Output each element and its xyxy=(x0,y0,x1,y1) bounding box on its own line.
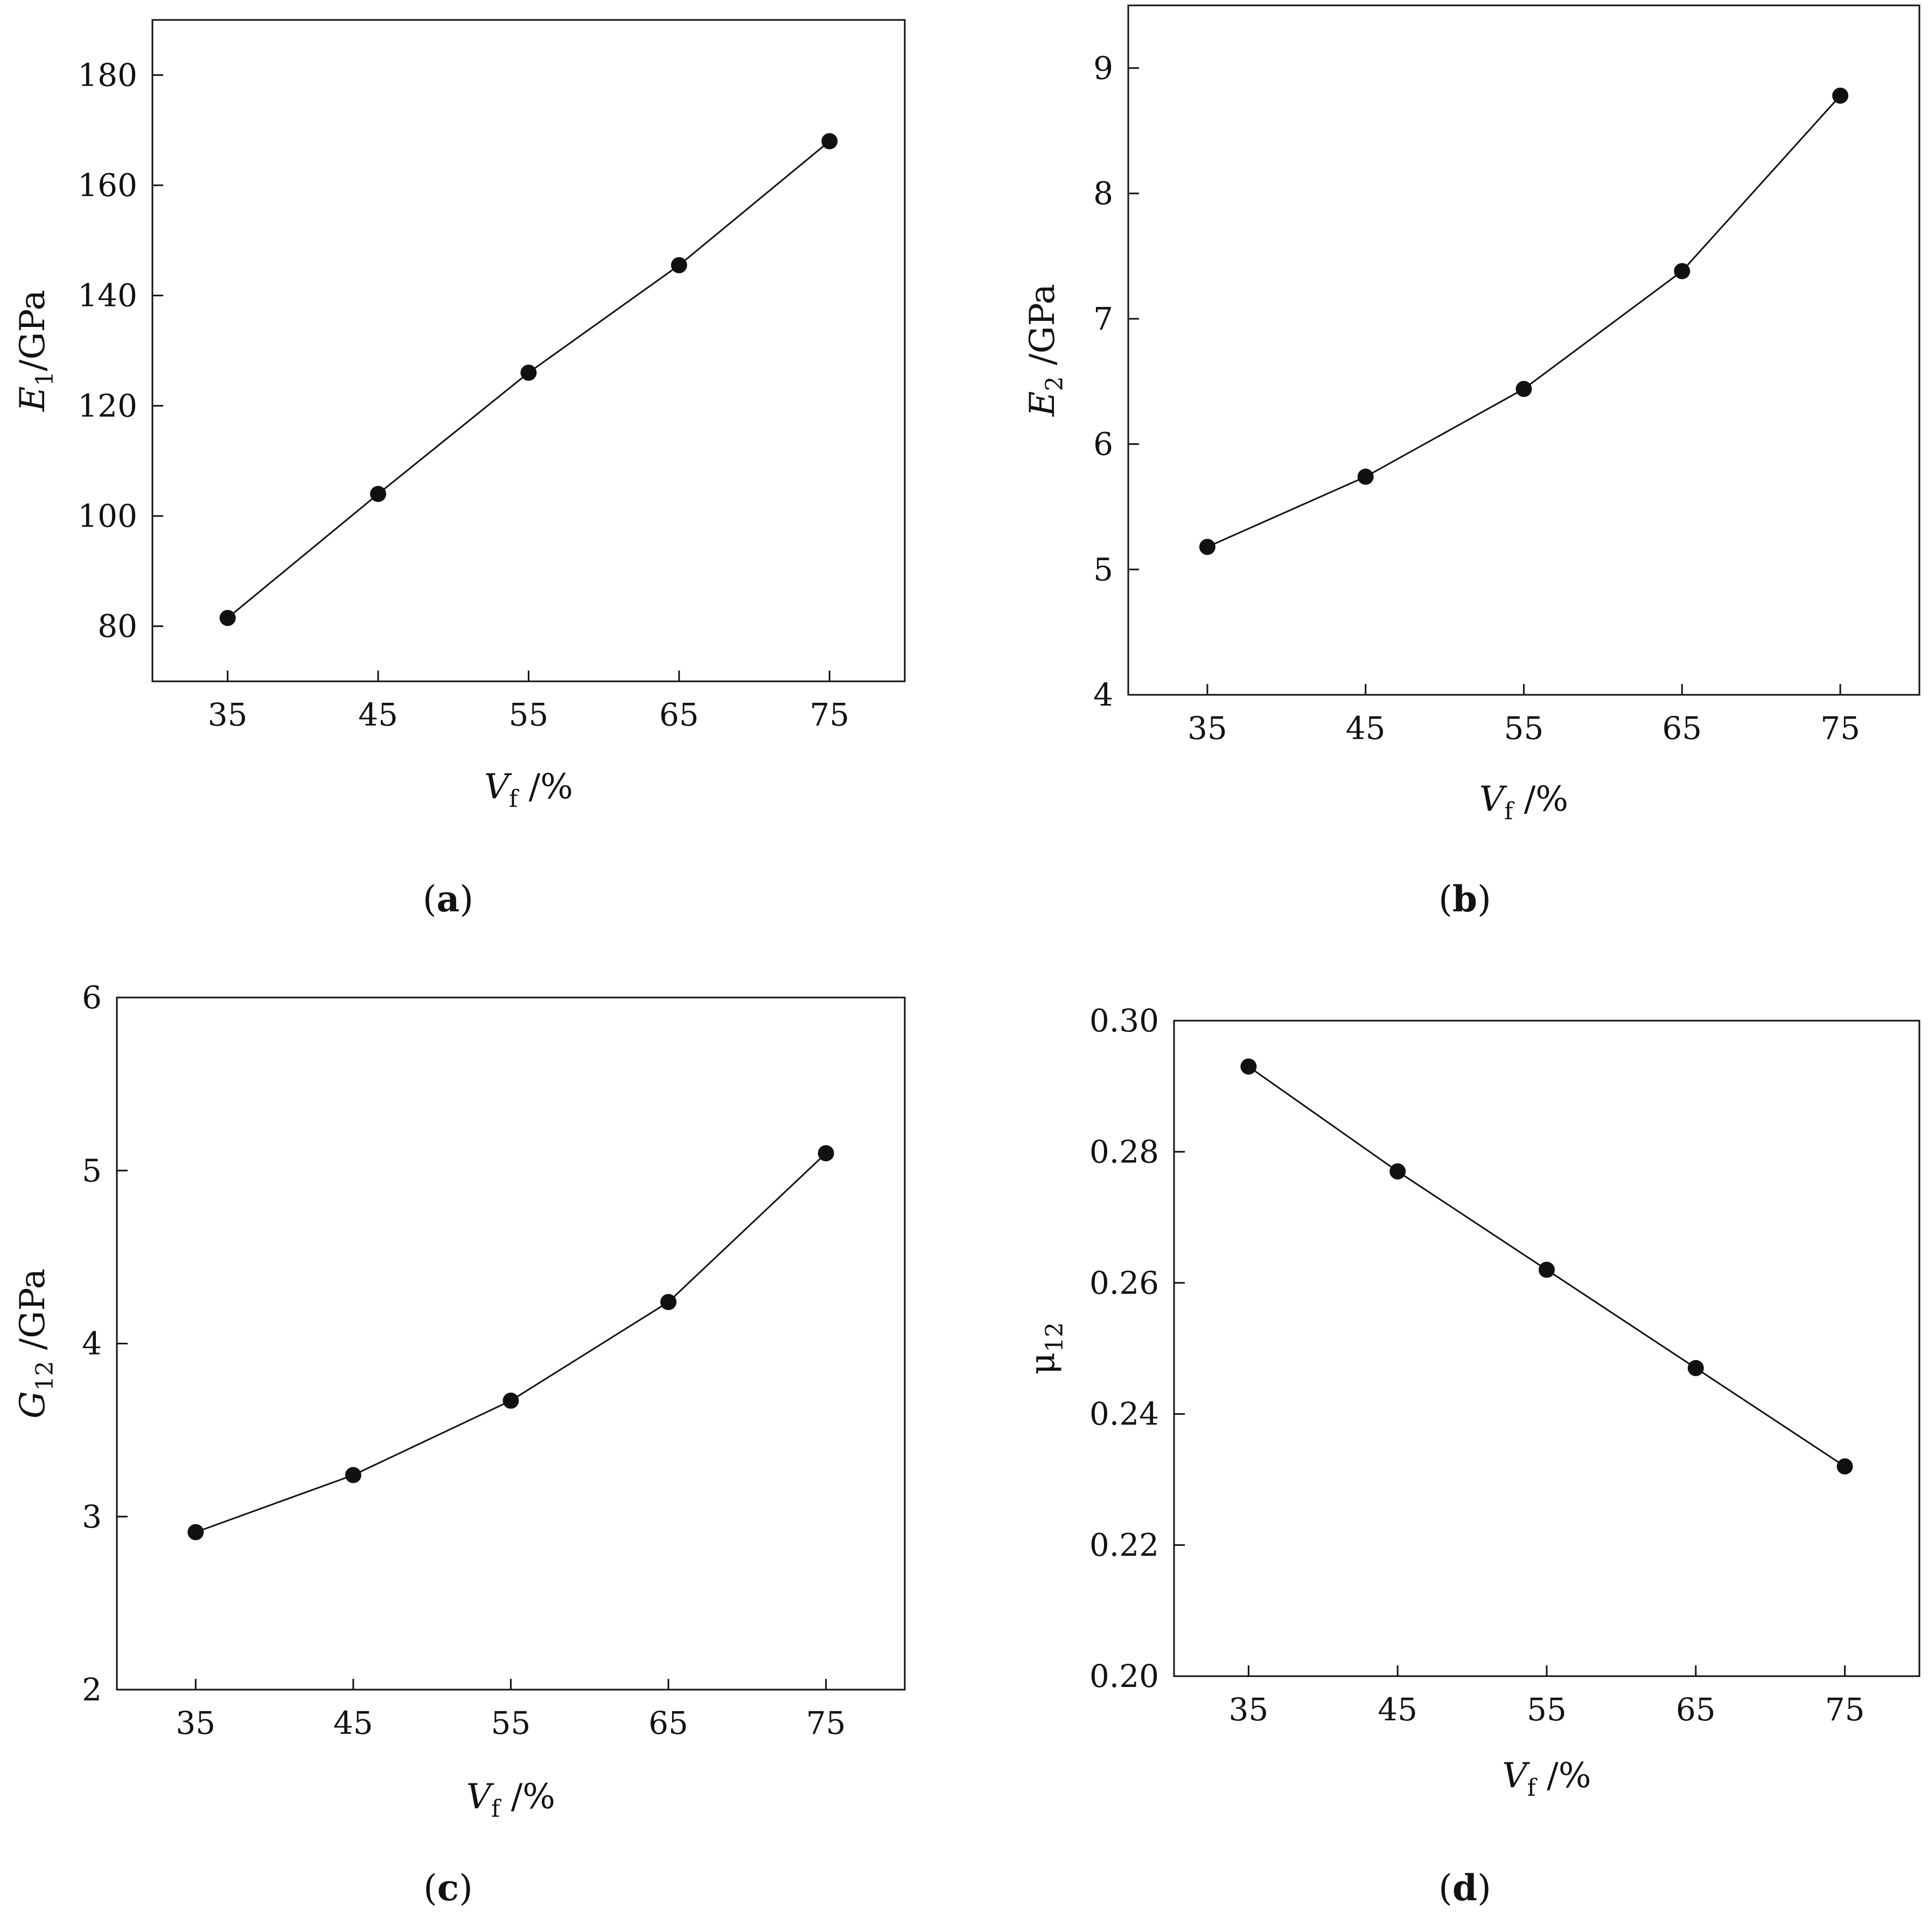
data-point xyxy=(1240,1058,1257,1075)
y-tick-label: 0.26 xyxy=(1089,1265,1159,1301)
x-tick-label: 55 xyxy=(491,1705,531,1741)
data-point xyxy=(1674,263,1691,280)
x-tick-label: 75 xyxy=(1825,1691,1865,1728)
plot-frame xyxy=(116,996,906,1691)
y-tick-label: 8 xyxy=(1093,175,1113,212)
x-tick-label: 75 xyxy=(809,696,849,733)
y-tick-label: 140 xyxy=(78,277,137,314)
series-line xyxy=(1207,95,1841,548)
x-tick-label: 65 xyxy=(659,696,699,733)
x-tick-label: 65 xyxy=(1662,710,1702,747)
y-tick-label: 5 xyxy=(1093,551,1113,588)
y-tick-label: 0.24 xyxy=(1089,1396,1159,1432)
y-axis-title: G12 /GPa xyxy=(13,1268,59,1419)
y-tick-label: 6 xyxy=(1093,426,1113,463)
y-tick-label: 180 xyxy=(78,57,137,93)
y-axis-title: E1/GPa xyxy=(13,290,59,412)
x-tick-label: 45 xyxy=(1378,1691,1417,1728)
series-line xyxy=(195,1153,827,1533)
y-axis-title: μ12 xyxy=(1023,1322,1068,1375)
x-tick-label: 45 xyxy=(1346,710,1386,747)
data-point xyxy=(502,1392,519,1409)
x-tick-label: 65 xyxy=(648,1705,688,1741)
y-tick-label: 4 xyxy=(82,1326,102,1362)
data-point xyxy=(1515,381,1532,397)
data-point xyxy=(1357,469,1374,485)
plot-frame xyxy=(1127,4,1920,696)
data-point xyxy=(670,257,687,274)
x-tick-label: 35 xyxy=(208,696,248,733)
x-tick-label: 75 xyxy=(806,1705,846,1741)
x-tick-label: 55 xyxy=(1527,1691,1567,1728)
data-point xyxy=(219,610,236,626)
x-axis-title: Vf /% xyxy=(1479,779,1568,825)
y-axis-title: E2 /GPa xyxy=(1023,284,1068,417)
data-point xyxy=(1687,1360,1704,1377)
panel-label: (c) xyxy=(423,1867,473,1909)
y-tick-label: 7 xyxy=(1093,301,1113,337)
x-tick-label: 45 xyxy=(333,1705,373,1741)
plot-frame xyxy=(151,19,906,682)
y-tick-label: 120 xyxy=(78,387,137,424)
x-tick-label: 55 xyxy=(1504,710,1544,747)
data-point xyxy=(660,1294,677,1310)
x-tick-label: 65 xyxy=(1676,1691,1716,1728)
data-point xyxy=(1832,87,1849,104)
panel-label: (a) xyxy=(423,878,473,920)
data-point xyxy=(520,364,537,381)
y-tick-label: 2 xyxy=(82,1671,102,1708)
data-point xyxy=(187,1524,204,1540)
data-point xyxy=(821,133,838,150)
plot-frame xyxy=(1173,1020,1920,1677)
panel-a: 35 45 55 65 75 80 100 120 140 160 180 Vf /% E1/GPa (a… xyxy=(13,19,906,920)
panel-label: (b) xyxy=(1438,878,1491,920)
x-tick-label: 35 xyxy=(1228,1691,1268,1728)
panel-d: 35 45 55 65 75 0.20 0.22 0.24 0.26 0.28 0.30 Vf /% μ… xyxy=(1023,1002,1920,1909)
data-point xyxy=(1539,1261,1555,1278)
y-tick-label: 80 xyxy=(97,608,137,645)
y-tick-label: 6 xyxy=(82,979,102,1016)
x-axis-title: Vf /% xyxy=(1502,1756,1591,1802)
y-tick-label: 5 xyxy=(82,1152,102,1189)
data-point xyxy=(1389,1163,1406,1180)
x-tick-label: 55 xyxy=(509,696,549,733)
y-tick-label: 4 xyxy=(1093,676,1113,713)
y-tick-label: 3 xyxy=(82,1498,102,1535)
x-tick-label: 35 xyxy=(176,1705,215,1741)
y-tick-label: 0.28 xyxy=(1089,1133,1159,1170)
x-tick-label: 75 xyxy=(1820,710,1860,747)
y-tick-label: 9 xyxy=(1093,50,1113,86)
y-tick-label: 160 xyxy=(78,167,137,204)
x-axis-title: Vf /% xyxy=(466,1777,555,1823)
y-tick-label: 0.20 xyxy=(1089,1658,1159,1694)
y-tick-label: 0.22 xyxy=(1089,1527,1159,1564)
x-tick-label: 35 xyxy=(1187,710,1227,747)
y-tick-label: 100 xyxy=(78,498,137,534)
data-point xyxy=(345,1467,361,1483)
data-point xyxy=(1199,539,1216,555)
x-axis-title: Vf /% xyxy=(484,767,573,813)
data-point xyxy=(370,486,387,503)
x-tick-label: 45 xyxy=(358,696,398,733)
panel-label: (d) xyxy=(1438,1867,1491,1909)
y-tick-label: 0.30 xyxy=(1089,1002,1159,1039)
data-point xyxy=(818,1145,834,1162)
data-point xyxy=(1836,1458,1853,1475)
